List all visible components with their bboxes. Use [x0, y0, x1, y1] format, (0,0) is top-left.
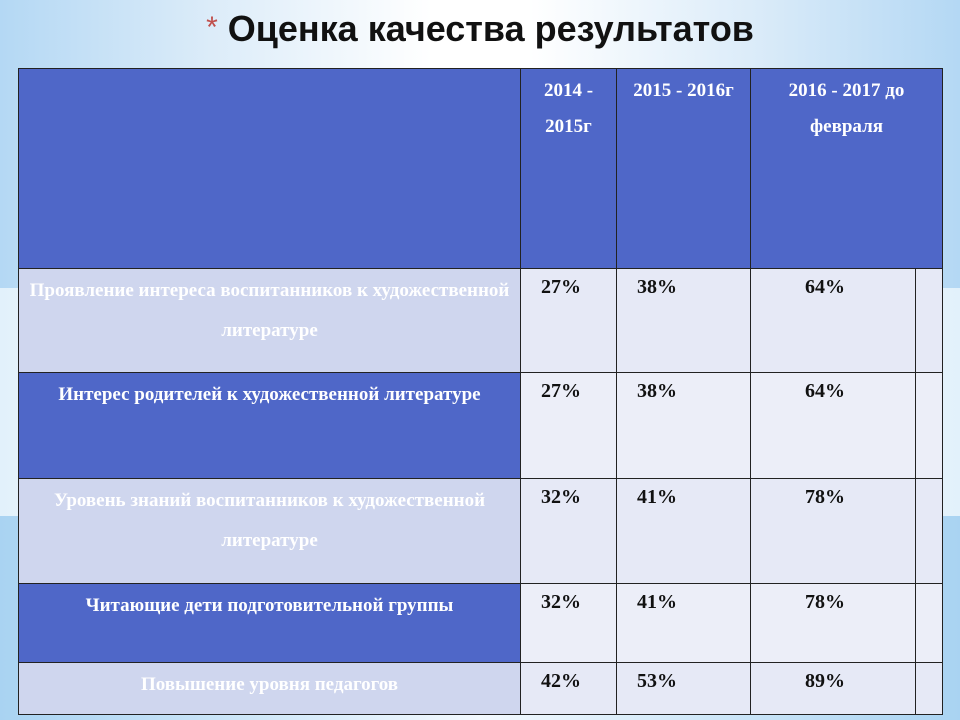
value-cell: 64% — [750, 372, 916, 479]
value-cell: 27% — [520, 372, 617, 479]
table-row: Проявление интереса воспитанников к худо… — [18, 268, 944, 373]
value-cell: 64% — [750, 268, 916, 373]
value-cell: 41% — [616, 583, 751, 663]
table-row: Читающие дети подготовительной группы 32… — [18, 583, 944, 663]
header-year-2016: 2016 - 2017 до февраля — [749, 68, 944, 269]
table-row: Интерес родителей к художественной литер… — [18, 372, 944, 479]
extra-empty-cell — [914, 268, 944, 373]
value-cell: 38% — [616, 268, 751, 373]
value-cell: 42% — [520, 662, 617, 715]
bullet-icon: * — [206, 11, 218, 44]
value-cell: 78% — [750, 478, 916, 584]
row-label: Проявление интереса воспитанников к худо… — [18, 268, 521, 373]
value-cell: 27% — [520, 268, 617, 373]
row-label: Читающие дети подготовительной группы — [18, 583, 521, 663]
row-label: Повышение уровня педагогов — [18, 662, 521, 715]
table-row: Уровень знаний воспитанников к художеств… — [18, 478, 944, 584]
extra-empty-cell — [914, 478, 944, 584]
value-cell: 38% — [616, 372, 751, 479]
table-header-row: 2014 - 2015г 2015 - 2016г 2016 - 2017 до… — [18, 68, 944, 269]
row-label: Уровень знаний воспитанников к художеств… — [18, 478, 521, 584]
extra-empty-cell — [914, 662, 944, 715]
table-row: Повышение уровня педагогов 42% 53% 89% — [18, 662, 944, 715]
value-cell: 41% — [616, 478, 751, 584]
header-year-2015: 2015 - 2016г — [616, 68, 751, 269]
value-cell: 53% — [616, 662, 751, 715]
results-table: 2014 - 2015г 2015 - 2016г 2016 - 2017 до… — [18, 68, 944, 715]
extra-empty-cell — [914, 372, 944, 479]
row-label: Интерес родителей к художественной литер… — [18, 372, 521, 479]
value-cell: 78% — [750, 583, 916, 663]
value-cell: 89% — [750, 662, 916, 715]
header-year-2014: 2014 - 2015г — [520, 68, 617, 269]
value-cell: 32% — [520, 478, 617, 584]
slide-title-text: Оценка качества результатов — [227, 8, 754, 49]
slide-title: * Оценка качества результатов — [0, 8, 960, 50]
extra-empty-cell — [914, 583, 944, 663]
header-empty-cell — [18, 68, 521, 269]
value-cell: 32% — [520, 583, 617, 663]
